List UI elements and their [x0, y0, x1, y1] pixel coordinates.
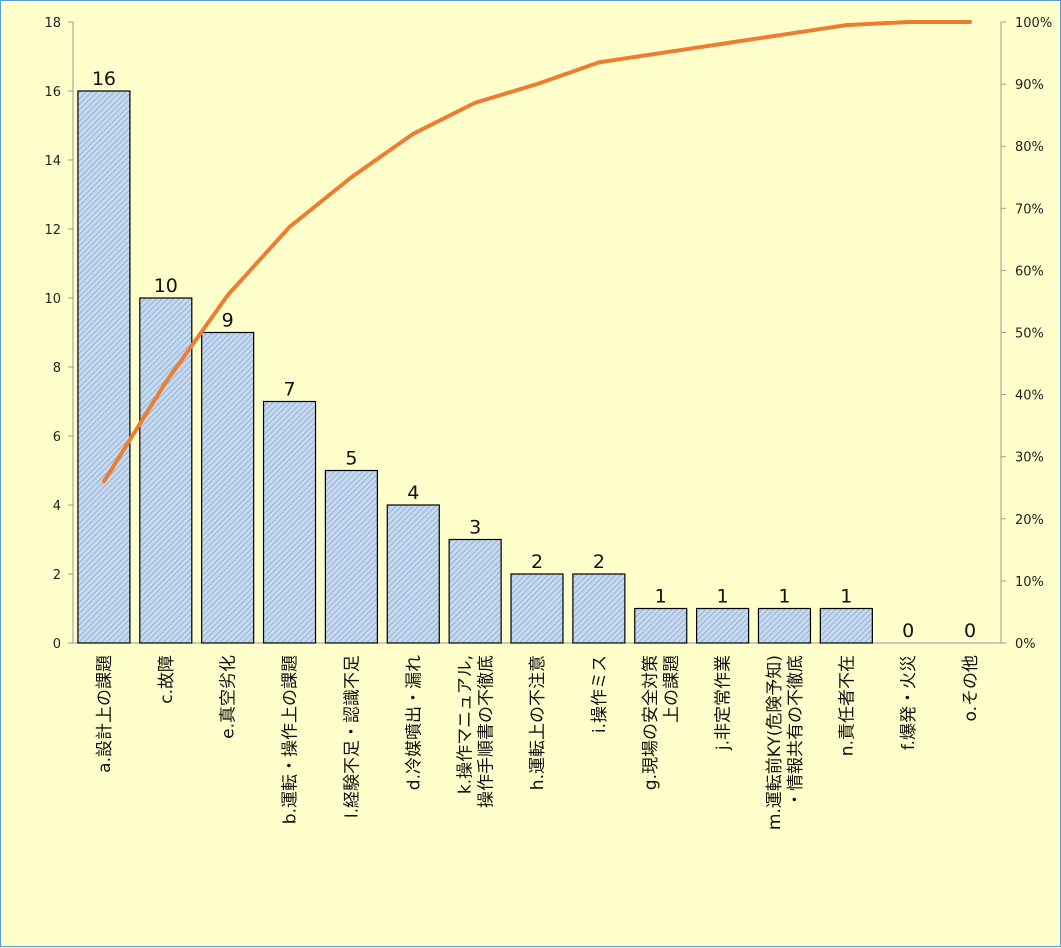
bar-data-label: 16	[92, 68, 116, 90]
category-label: k.操作マニュアル, 操作手順書の不徹底	[456, 655, 497, 808]
bar	[448, 538, 502, 644]
category-label: a.設計上の課題	[95, 655, 115, 773]
category-label-line: d.冷媒噴出・漏れ	[404, 655, 424, 790]
category-label-line: g.現場の安全対策	[641, 655, 661, 790]
bar	[77, 90, 131, 644]
y-right-tick-label: 20%	[1015, 513, 1044, 528]
y-left-tick-label: 16	[44, 85, 61, 100]
category-label: j.非定常作業	[714, 655, 734, 751]
axes-layer: 0246810121416180%10%20%30%40%50%60%70%80…	[44, 16, 1052, 652]
bar-data-label: 10	[154, 275, 178, 297]
bar-data-label: 2	[593, 551, 605, 573]
category-label-line: ・情報共有の不徹底	[786, 655, 806, 808]
bar	[572, 573, 626, 644]
y-left-tick-label: 8	[53, 361, 61, 376]
category-label: d.冷媒噴出・漏れ	[404, 655, 424, 790]
cumulative-line-layer	[101, 20, 973, 484]
category-label-line: o.その他	[961, 655, 981, 722]
bar	[139, 297, 193, 644]
bar-data-label: 7	[283, 379, 295, 401]
category-label: f.爆発・火災	[899, 655, 919, 750]
y-right-tick-label: 40%	[1015, 389, 1044, 404]
bars-layer	[77, 90, 873, 644]
y-right-tick-label: 100%	[1015, 16, 1052, 31]
category-label-line: j.非定常作業	[714, 655, 734, 751]
category-label: e.真空劣化	[219, 655, 239, 739]
bar-data-label: 1	[778, 586, 790, 608]
category-label: o.その他	[961, 655, 981, 722]
y-left-tick-label: 4	[53, 499, 61, 514]
y-left-tick-label: 6	[53, 430, 61, 445]
category-label: b.運転・操作上の課題	[281, 655, 301, 824]
y-right-tick-label: 0%	[1015, 637, 1036, 652]
bar-data-label: 2	[531, 551, 543, 573]
bar-data-label: 3	[469, 517, 481, 539]
y-right-tick-label: 80%	[1015, 140, 1044, 155]
y-right-tick-label: 10%	[1015, 575, 1044, 590]
category-label-line: b.運転・操作上の課題	[281, 655, 301, 824]
category-label-line: a.設計上の課題	[95, 655, 115, 773]
bar-data-label: 1	[840, 586, 852, 608]
category-label: h.運転上の不注意	[528, 655, 548, 790]
y-left-tick-label: 18	[44, 16, 61, 31]
y-right-tick-label: 50%	[1015, 327, 1044, 342]
category-label-line: k.操作マニュアル,	[456, 655, 476, 794]
category-label: n.責任者不在	[837, 655, 857, 756]
bar-data-label: 0	[964, 620, 976, 642]
category-label: i.操作ミス	[590, 655, 610, 733]
y-left-tick-label: 2	[53, 568, 61, 583]
cumulative-percentage-line	[101, 20, 973, 484]
category-label: c.故障	[157, 655, 177, 704]
bar	[262, 400, 317, 644]
y-right-tick-label: 70%	[1015, 202, 1044, 217]
bar	[510, 573, 564, 644]
category-label: m.運転前KY(危険予知) ・情報共有の不徹底	[765, 655, 806, 830]
category-label-line: f.爆発・火災	[899, 655, 919, 750]
bar-data-label: 1	[655, 586, 667, 608]
bar	[819, 607, 873, 644]
y-left-tick-label: 0	[53, 637, 61, 652]
category-label: g.現場の安全対策 上の課題	[641, 655, 682, 790]
bar	[634, 607, 688, 644]
category-label-line: i.操作ミス	[590, 655, 610, 733]
y-right-tick-label: 30%	[1015, 451, 1044, 466]
category-label: l.経験不足・認識不足	[342, 655, 362, 818]
y-left-tick-label: 12	[44, 223, 61, 238]
bar	[695, 607, 750, 644]
category-label-line: h.運転上の不注意	[528, 655, 548, 790]
category-label-line: l.経験不足・認識不足	[342, 655, 362, 818]
category-label-line: 操作手順書の不徹底	[477, 655, 497, 808]
bar-data-label: 9	[222, 310, 234, 332]
bar-data-label: 5	[345, 448, 357, 470]
bar	[757, 607, 812, 644]
bar	[386, 504, 440, 644]
bar-data-label: 1	[717, 586, 729, 608]
bar-data-label: 4	[407, 482, 419, 504]
y-right-tick-label: 90%	[1015, 78, 1044, 93]
category-label-line: n.責任者不在	[837, 655, 857, 756]
bar	[324, 469, 378, 644]
bar	[201, 331, 255, 644]
category-label-line: e.真空劣化	[219, 655, 239, 739]
category-label-line: 上の課題	[662, 655, 682, 723]
y-left-tick-label: 14	[44, 154, 61, 169]
category-label-line: m.運転前KY(危険予知)	[765, 655, 785, 830]
bar-data-label: 0	[902, 620, 914, 642]
y-right-tick-label: 60%	[1015, 264, 1044, 279]
y-left-tick-label: 10	[44, 292, 61, 307]
category-label-line: c.故障	[157, 655, 177, 704]
